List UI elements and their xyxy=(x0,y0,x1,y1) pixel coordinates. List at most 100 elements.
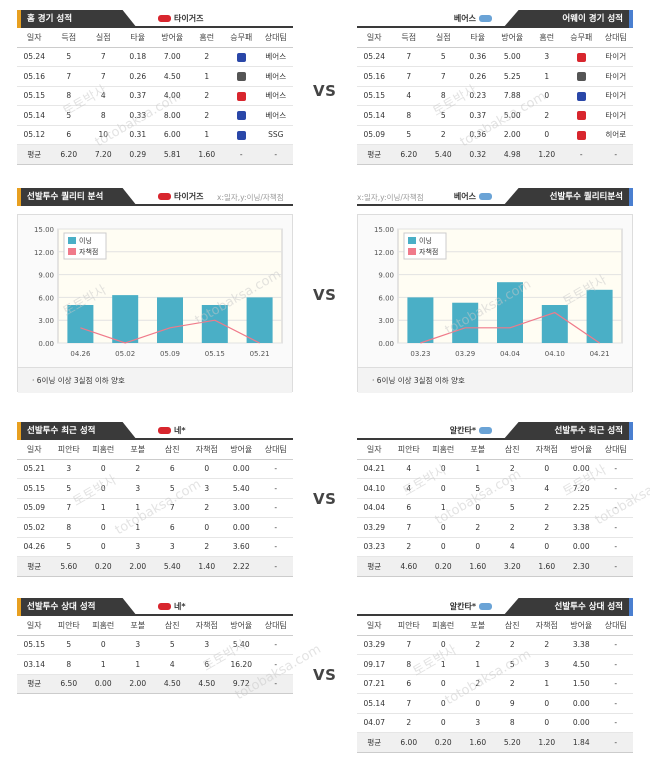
home-record-title: 홈 경기 성적 xyxy=(17,10,137,28)
average-cell: 6.50 xyxy=(51,674,86,694)
col-header: 일자 xyxy=(357,440,392,460)
table-cell: - xyxy=(258,537,293,557)
average-row: 평균 6.50 0.00 2.00 4.50 4.50 9.72- xyxy=(17,674,293,694)
away-team-name: 베어스 xyxy=(453,14,476,23)
bar-innings xyxy=(201,305,228,343)
average-cell: 0.20 xyxy=(86,556,121,577)
quality-right-team: 베어스 xyxy=(453,192,476,201)
table-cell: 1 xyxy=(86,654,121,675)
table-cell: 5.00 xyxy=(495,105,530,126)
table-cell: - xyxy=(258,459,293,479)
table-cell: 8.00 xyxy=(155,105,190,126)
y-tick-label: 0.00 xyxy=(378,340,394,348)
col-header: 방어율 xyxy=(564,440,599,460)
col-header: 승무패 xyxy=(564,28,599,48)
table-cell: 3 xyxy=(495,478,530,499)
table-cell: 0 xyxy=(426,713,461,733)
recent-right-pitcher: 알칸타* xyxy=(449,426,476,435)
quality-right-chart: 0.00 3.00 6.00 9.00 12.00 15.00 03.23 03.29 04.0… xyxy=(374,226,623,358)
table-cell: 0.18 xyxy=(120,47,155,67)
table-cell: 타이거 xyxy=(598,86,633,106)
table-cell: 1 xyxy=(460,654,495,675)
col-header: 자책점 xyxy=(529,440,564,460)
table-cell: 2 xyxy=(495,635,530,655)
table-cell: 0 xyxy=(460,537,495,557)
table-cell: - xyxy=(258,517,293,538)
table-cell: 05.24 xyxy=(357,47,392,67)
table-cell: 0 xyxy=(86,635,121,655)
table-row: 05.12 6 10 0.31 6.00 1 SSG xyxy=(17,125,293,145)
recent-right-title: 선발투수 최근 성적 xyxy=(503,422,633,440)
table-cell: 04.04 xyxy=(357,498,392,518)
average-cell: 5.60 xyxy=(51,556,86,577)
table-cell: - xyxy=(258,478,293,499)
table-cell: 4 xyxy=(391,478,426,499)
col-header: 피홈런 xyxy=(86,616,121,636)
table-cell: 05.16 xyxy=(17,66,52,87)
vs-left-panel: 선발투수 상대 성적 네* 일자 피안타 피홈런 포볼 삼진 자책점 방어율 상대팀 05.15… xyxy=(17,598,293,694)
recent-right-table: 일자 피안타 피홈런 포볼 삼진 자책점 방어율 상대팀 04.21 4 0 1 2 0 0.00-04.1… xyxy=(357,440,633,577)
average-cell: 3.20 xyxy=(495,556,530,577)
table-cell: 3 xyxy=(460,713,495,733)
average-cell: - xyxy=(598,732,633,753)
table-cell: 8 xyxy=(51,86,86,106)
table-cell: 4 xyxy=(155,654,190,675)
table-row: 04.07 2 0 3 8 0 0.00- xyxy=(357,713,633,733)
col-header: 피홈런 xyxy=(426,440,461,460)
table-cell: 03.29 xyxy=(357,635,392,655)
table-cell: 0 xyxy=(426,459,461,479)
table-cell: 0.26 xyxy=(460,66,495,87)
table-row: 05.16 7 7 0.26 5.25 1 타이거 xyxy=(357,66,633,87)
average-cell: 2.00 xyxy=(120,674,155,694)
y-tick-label: 6.00 xyxy=(38,294,54,302)
table-cell: 0.31 xyxy=(120,125,155,145)
average-cell: - xyxy=(224,144,259,165)
average-cell: 1.20 xyxy=(529,144,564,165)
loss-badge-icon xyxy=(576,52,586,62)
table-cell: 2 xyxy=(529,635,564,655)
result-cell xyxy=(224,47,259,67)
average-cell: 0.00 xyxy=(86,674,121,694)
table-cell: 7 xyxy=(86,47,121,67)
table-cell: 0.00 xyxy=(564,537,599,557)
table-cell: 2 xyxy=(391,537,426,557)
tigers-logo-icon xyxy=(158,427,171,434)
average-cell: 9.72 xyxy=(224,674,259,694)
recent-right-panel: 선발투수 최근 성적 알칸타* 일자 피안타 피홈런 포볼 삼진 자책점 방어율 상대팀 04.… xyxy=(357,422,633,577)
bar-innings xyxy=(157,297,183,343)
table-cell: 3 xyxy=(51,459,86,479)
table-cell: 베어스 xyxy=(258,86,293,106)
table-cell: 2 xyxy=(189,537,224,557)
home-team-name: 타이거즈 xyxy=(174,14,204,23)
table-cell: 5 xyxy=(51,47,86,67)
table-cell: 3 xyxy=(120,635,155,655)
table-cell: 0.23 xyxy=(460,86,495,106)
col-header: 자책점 xyxy=(189,616,224,636)
col-header: 피안타 xyxy=(391,440,426,460)
table-cell: 6 xyxy=(391,498,426,518)
table-cell: 5 xyxy=(51,478,86,499)
table-cell: 0 xyxy=(86,517,121,538)
vs-label: VS xyxy=(313,490,337,508)
table-cell: 3.38 xyxy=(564,517,599,538)
table-cell: 4 xyxy=(391,86,426,106)
win-badge-icon xyxy=(236,52,246,62)
col-header: 방어율 xyxy=(564,616,599,636)
table-cell: 5.40 xyxy=(224,478,259,499)
table-cell: 04.07 xyxy=(357,713,392,733)
average-cell: 평균 xyxy=(17,674,52,694)
average-cell: 4.50 xyxy=(155,674,190,694)
table-row: 05.16 7 7 0.26 4.50 1 베어스 xyxy=(17,66,293,87)
vs-right-table: 일자 피안타 피홈런 포볼 삼진 자책점 방어율 상대팀 03.29 7 0 2 2 2 3.38-09.1… xyxy=(357,616,633,753)
table-row: 03.29 7 0 2 2 2 3.38- xyxy=(357,635,633,655)
table-cell: 0 xyxy=(529,713,564,733)
table-cell: 7 xyxy=(391,517,426,538)
table-cell: 0.00 xyxy=(564,459,599,479)
y-tick-label: 0.00 xyxy=(38,340,54,348)
x-tick-label: 04.10 xyxy=(545,350,565,358)
bar-innings xyxy=(452,302,479,343)
average-cell: 0.29 xyxy=(120,144,155,165)
legend-er-label: 자책점 xyxy=(419,247,438,256)
table-cell: 타이거 xyxy=(598,47,633,67)
vs-label: VS xyxy=(313,666,337,684)
